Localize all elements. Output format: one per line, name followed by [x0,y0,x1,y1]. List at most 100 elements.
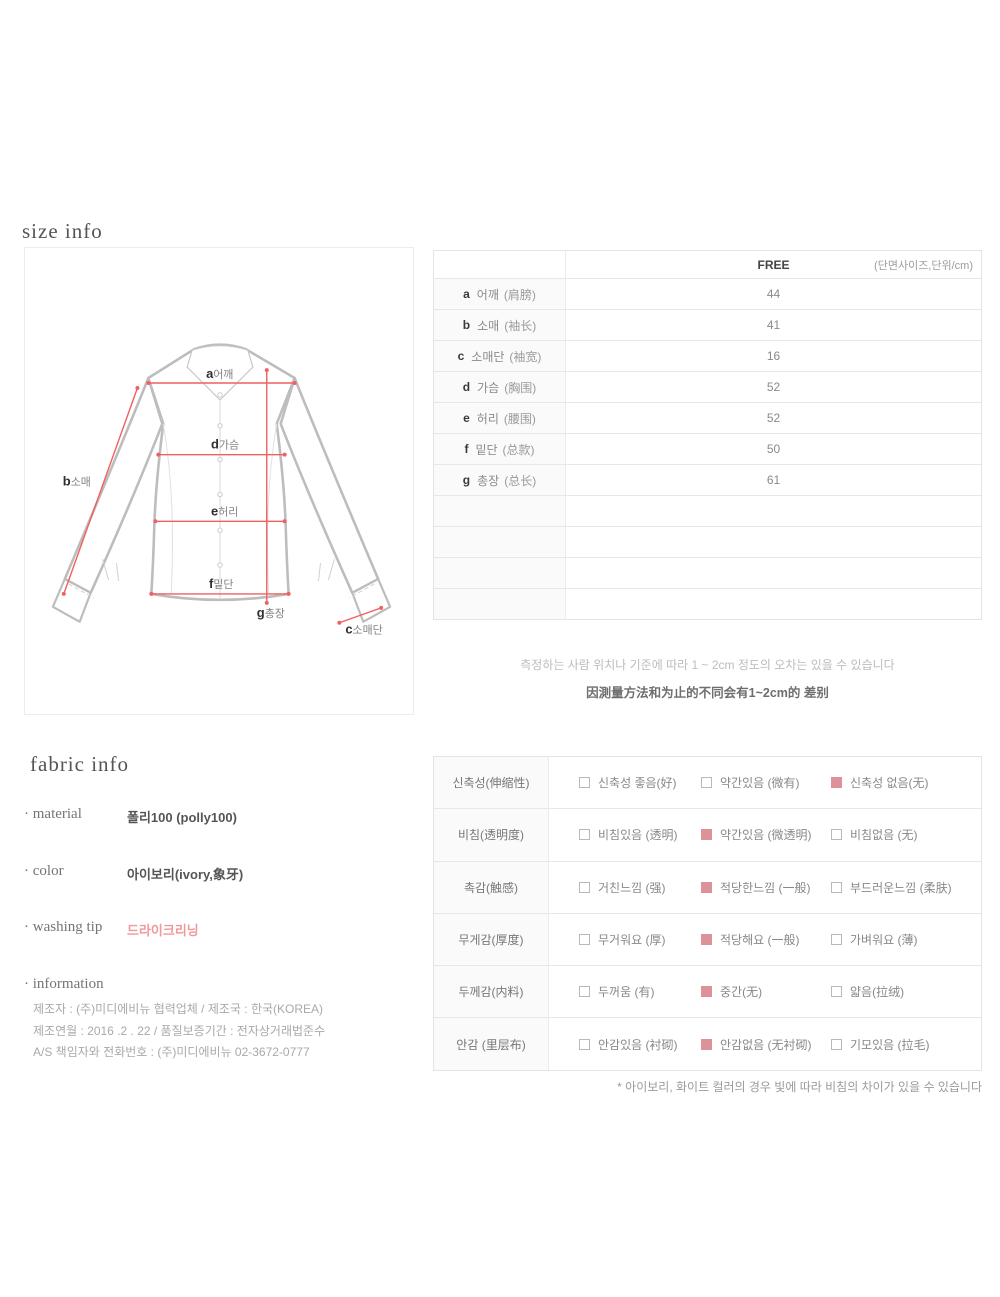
fabric-row-weight: 무게감(厚度) 무거워요 (厚) 적당해요 (一般) 가벼워요 (薄) [434,913,981,967]
checkbox-icon [831,934,842,946]
fabric-option: 얇음(拉绒) [831,983,981,1000]
measure-letter: e [463,411,470,425]
measure-letter: b [462,318,471,332]
checkbox-icon [579,829,590,841]
as-contact-line: A/S 책임자와 전화번호 : (주)미디에비뉴 02-3672-0777 [33,1045,310,1059]
measure-value: 41 [766,318,781,332]
measure-name-cn: (胸围) [504,380,537,395]
checkbox-icon [579,1038,590,1050]
shirt-side-seams [162,423,278,594]
measure-value: 52 [766,380,781,394]
measure-name-cn: (肩膀) [503,287,536,302]
checkbox-icon [701,1038,712,1050]
shirt-collar-button [217,392,223,398]
shirt-measurement-diagram: a어깨 b소매 c소매단 d가슴 e허리 f밑단 g총장 [24,247,414,715]
shirt-collar-flaps [186,345,254,401]
fabric-option: 안감없음 (无衬砌) [701,1036,831,1053]
color-label: · color [24,863,64,879]
checkbox-icon [831,986,842,998]
shirt-left-cuff [51,577,92,623]
fabric-option: 부드러운느낌 (柔肤) [831,879,981,896]
measure-letter: a [463,287,470,301]
material-label: · material [24,806,82,822]
checkbox-icon [579,777,590,789]
information-label: · information [24,976,104,992]
size-table-empty-row [434,589,981,619]
checkbox-icon [701,986,712,998]
diagram-label-chest: d가슴 [211,437,239,452]
measure-name: 어깨 [476,287,499,302]
manufacturer-information: 제조자 : (주)미디에비뉴 협력업체 / 제조국 : 한국(KOREA) 제조… [33,999,325,1064]
checkbox-icon [579,986,590,998]
fabric-option: 비침있음 (透明) [579,826,701,843]
shirt-diagram-svg: a어깨 b소매 c소매단 d가슴 e허리 f밑단 g총장 [51,343,392,637]
material-value: 폴리100 (polly100) [127,810,237,825]
size-table-empty-row [434,527,981,558]
measurement-dots [61,368,384,625]
fabric-row-label: 안감 (里层布) [434,1018,549,1070]
measure-name: 소매 [477,318,500,333]
fabric-row-label: 신축성(伸缩性) [434,757,549,809]
fabric-row-lining: 안감 (里层布) 안감있음 (衬砌) 안감없음 (无衬砌) 기모있음 (拉毛) [434,1018,981,1070]
checkbox-icon [831,881,842,893]
measure-value: 44 [766,287,781,301]
measure-letter: f [464,442,469,456]
fabric-option: 중간(无) [701,983,831,1000]
size-column-header: FREE [757,257,790,272]
diagram-label-sleeve: b소매 [63,473,91,488]
size-table-row: f 밑단 (总款) 50 [434,434,981,465]
fabric-option: 약간있음 (微有) [701,774,831,791]
size-info-title: size info [22,219,103,243]
measure-letter: c [457,349,465,363]
fabric-row-label: 촉감(触感) [434,861,549,913]
manufacturer-line: 제조자 : (주)미디에비뉴 협력업체 / 제조국 : 한국(KOREA) [33,1002,324,1016]
fabric-option: 신축성 좋음(好) [579,774,701,791]
shirt-left-cuff-pleats [102,558,120,582]
fabric-option: 신축성 없음(无) [831,774,981,791]
fabric-row-label: 무게감(厚度) [434,913,549,966]
fabric-option: 무거워요 (厚) [579,931,701,948]
fabric-row-texture: 촉감(触感) 거친느낌 (强) 적당한느낌 (一般) 부드러운느낌 (柔肤) [434,861,981,914]
diagram-label-waist: e허리 [211,503,238,518]
size-table-row: a 어깨 (肩膀) 44 [434,279,981,310]
measure-value: 61 [766,473,781,487]
diagram-label-cuff: c소매단 [345,622,382,637]
fabric-option: 약간있음 (微透明) [701,826,831,843]
measure-name-cn: (袖长) [504,318,537,333]
diagram-label-hem: f밑단 [209,576,233,591]
fabric-row-label: 비침(透明度) [434,809,549,861]
measure-name: 소매단 [471,349,505,364]
washing-tip-label: · washing tip [24,919,103,935]
fabric-footnote: * 아이보리, 화이트 컬러의 경우 빛에 따라 비침의 차이가 있을 수 있습… [617,1080,982,1094]
shirt-left-cuff-stitch [68,583,94,599]
measure-value: 16 [766,349,781,363]
fabric-option: 적당한느낌 (一般) [701,879,831,896]
fabric-row-label: 두께감(内料) [434,966,549,1018]
shirt-buttons [217,423,223,568]
fabric-option: 거친느낌 (强) [579,879,701,896]
measurement-notes: 측정하는 사람 위치나 기준에 따라 1 ~ 2cm 정도의 오차는 있을 수 … [433,656,982,701]
checkbox-icon [701,829,712,841]
measurement-note-cn: 因測量方法和为止的不同会有1~2cm的 差别 [586,686,829,700]
size-table-row: g 총장 (总长) 61 [434,465,981,496]
measure-name-cn: (总款) [502,442,535,457]
measure-letter: g [462,473,471,487]
measurement-lines [63,370,382,624]
size-table-empty-row [434,496,981,527]
size-unit-note: (단면사이즈,단위/cm) [874,259,973,272]
size-table-empty-row [434,558,981,589]
measure-letter: d [462,380,471,394]
fabric-row-sheerness: 비침(透明度) 비침있음 (透明) 약간있음 (微透明) 비침없음 (无) [434,809,981,862]
size-table-row: e 허리 (腰围) 52 [434,403,981,434]
manufacture-date-line: 제조연월 : 2016 .2 . 22 / 품질보증기간 : 전자상거래법준수 [33,1023,326,1038]
measure-value: 50 [766,442,781,456]
size-table-row: b 소매 (袖长) 41 [434,310,981,341]
fabric-option: 가벼워요 (薄) [831,931,981,948]
size-table-header-value-cell: FREE (단면사이즈,단위/cm) [566,251,981,278]
shirt-right-cuff-stitch [349,583,375,599]
checkbox-icon [701,881,712,893]
diagram-label-length: g총장 [257,605,285,620]
checkbox-icon [701,934,712,946]
checkbox-icon [701,777,712,789]
checkbox-icon [579,934,590,946]
